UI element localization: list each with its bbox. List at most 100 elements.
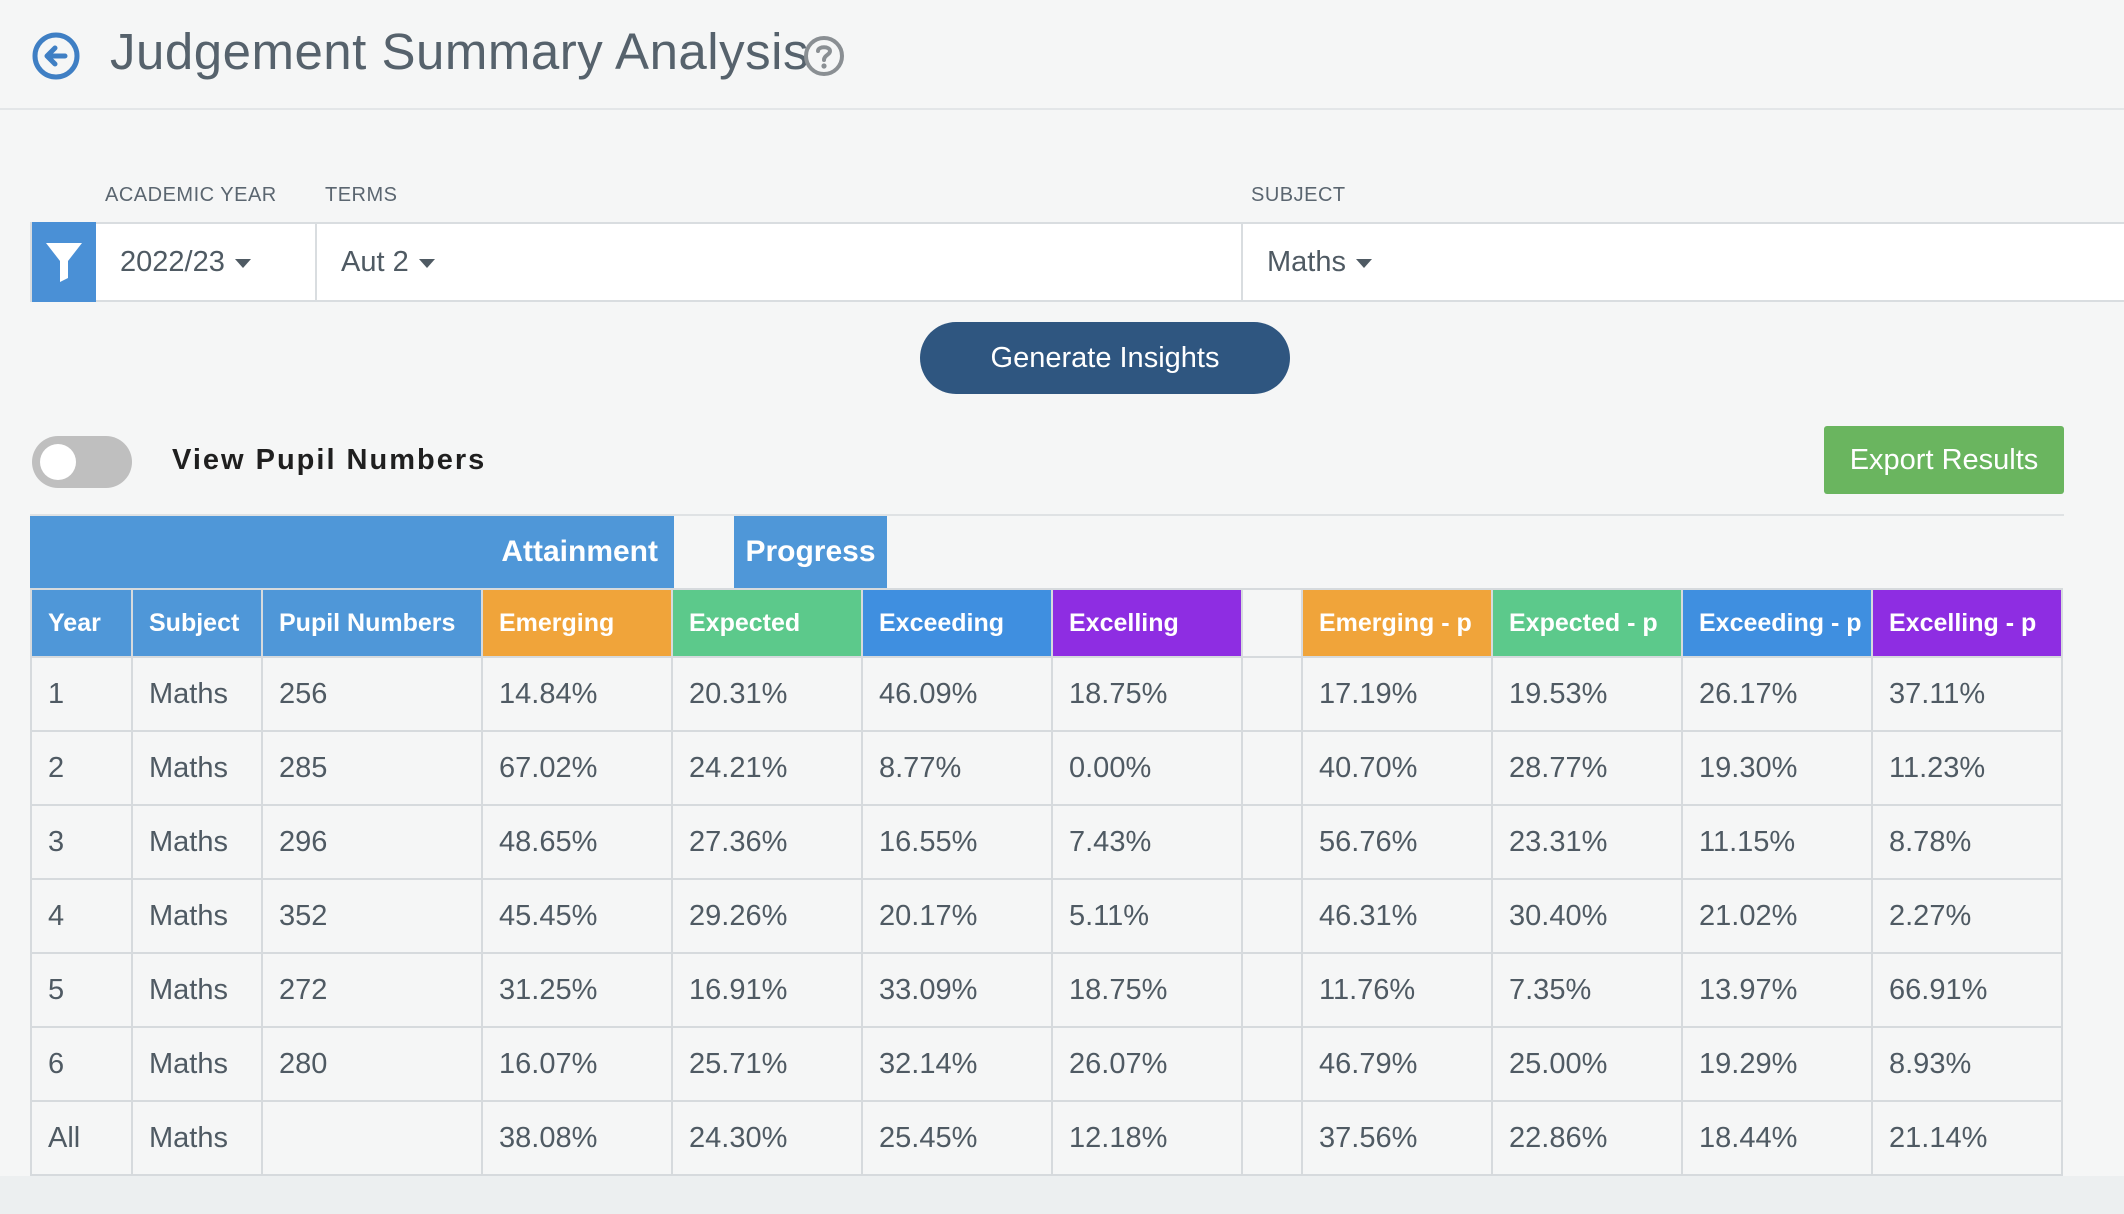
cell-emerging-p: 46.79% [1301, 1026, 1493, 1102]
cell-subject: Maths [131, 730, 263, 806]
cell-expected-p: 22.86% [1491, 1100, 1683, 1176]
cell-expected-p: 7.35% [1491, 952, 1683, 1028]
cell-emerging-p: 37.56% [1301, 1100, 1493, 1176]
cell-emerging: 45.45% [481, 878, 673, 954]
toggle-knob [40, 444, 76, 480]
cell-spacer [1241, 1026, 1303, 1102]
filter-divider [315, 224, 317, 300]
judgement-summary-table: Year Subject Pupil Numbers Emerging Expe… [30, 588, 2063, 1176]
cell-excelling-p: 2.27% [1871, 878, 2063, 954]
view-pupil-numbers-toggle[interactable] [32, 436, 132, 488]
cell-pupil-numbers [261, 1100, 483, 1176]
progress-group-header: Progress [734, 516, 887, 588]
cell-excelling-p: 11.23% [1871, 730, 2063, 806]
filter-icon [46, 243, 82, 282]
cell-excelling: 12.18% [1051, 1100, 1243, 1176]
cell-expected: 24.21% [671, 730, 863, 806]
academic-year-select[interactable]: 2022/23 [96, 224, 316, 300]
cell-exceeding: 32.14% [861, 1026, 1053, 1102]
cell-excelling: 7.43% [1051, 804, 1243, 880]
cell-emerging-p: 46.31% [1301, 878, 1493, 954]
cell-spacer [1241, 656, 1303, 732]
terms-select[interactable]: Aut 2 [317, 224, 1272, 300]
table-body: 1 Maths 256 14.84% 20.31% 46.09% 18.75% 17.19% 1… [30, 656, 2063, 1176]
col-emerging-p[interactable]: Emerging - p [1301, 588, 1493, 658]
divider [30, 514, 2064, 516]
footer-strip [0, 1176, 2124, 1214]
chevron-down-icon [234, 258, 251, 268]
cell-excelling: 26.07% [1051, 1026, 1243, 1102]
cell-exceeding-p: 26.17% [1681, 656, 1873, 732]
filter-divider [1241, 224, 1243, 300]
col-exceeding[interactable]: Exceeding [861, 588, 1053, 658]
cell-emerging-p: 40.70% [1301, 730, 1493, 806]
cell-subject: Maths [131, 1026, 263, 1102]
col-expected[interactable]: Expected [671, 588, 863, 658]
cell-exceeding: 25.45% [861, 1100, 1053, 1176]
cell-emerging: 14.84% [481, 656, 673, 732]
filter-bar: 2022/23 Aut 2 Maths [30, 222, 2124, 302]
cell-exceeding-p: 19.29% [1681, 1026, 1873, 1102]
cell-spacer [1241, 952, 1303, 1028]
cell-emerging-p: 17.19% [1301, 656, 1493, 732]
attainment-group-header: Attainment [30, 516, 674, 588]
col-excelling[interactable]: Excelling [1051, 588, 1243, 658]
col-subject[interactable]: Subject [131, 588, 263, 658]
page-header: Judgement Summary Analysis [0, 0, 2124, 110]
export-results-button[interactable]: Export Results [1824, 426, 2064, 494]
col-emerging[interactable]: Emerging [481, 588, 673, 658]
cell-pupil-numbers: 285 [261, 730, 483, 806]
cell-year: 3 [30, 804, 133, 880]
table-row: 2 Maths 285 67.02% 24.21% 8.77% 0.00% 40.70% 28.… [30, 730, 2063, 806]
col-exceeding-p[interactable]: Exceeding - p [1681, 588, 1873, 658]
terms-value: Aut 2 [341, 246, 409, 278]
cell-expected: 25.71% [671, 1026, 863, 1102]
cell-excelling: 18.75% [1051, 952, 1243, 1028]
table-row: 1 Maths 256 14.84% 20.31% 46.09% 18.75% 17.19% 1… [30, 656, 2063, 732]
help-icon[interactable] [802, 34, 846, 78]
subject-select[interactable]: Maths [1243, 224, 2123, 300]
cell-excelling: 18.75% [1051, 656, 1243, 732]
table-row: 5 Maths 272 31.25% 16.91% 33.09% 18.75% 11.76% 7… [30, 952, 2063, 1028]
cell-spacer [1241, 804, 1303, 880]
cell-excelling-p: 8.93% [1871, 1026, 2063, 1102]
table-row: All Maths 38.08% 24.30% 25.45% 12.18% 37.56% 22… [30, 1100, 2063, 1176]
cell-expected-p: 25.00% [1491, 1026, 1683, 1102]
col-year[interactable]: Year [30, 588, 133, 658]
cell-excelling: 0.00% [1051, 730, 1243, 806]
cell-emerging: 67.02% [481, 730, 673, 806]
cell-expected-p: 28.77% [1491, 730, 1683, 806]
cell-exceeding: 33.09% [861, 952, 1053, 1028]
col-pupil-numbers[interactable]: Pupil Numbers [261, 588, 483, 658]
col-expected-p[interactable]: Expected - p [1491, 588, 1683, 658]
cell-excelling-p: 37.11% [1871, 656, 2063, 732]
cell-pupil-numbers: 280 [261, 1026, 483, 1102]
table-row: 4 Maths 352 45.45% 29.26% 20.17% 5.11% 46.31% 30… [30, 878, 2063, 954]
cell-emerging: 38.08% [481, 1100, 673, 1176]
cell-year: All [30, 1100, 133, 1176]
table-row: 3 Maths 296 48.65% 27.36% 16.55% 7.43% 56.76% 23… [30, 804, 2063, 880]
cell-expected: 24.30% [671, 1100, 863, 1176]
generate-insights-button[interactable]: Generate Insights [920, 322, 1290, 394]
cell-expected-p: 19.53% [1491, 656, 1683, 732]
subject-label: SUBJECT [1251, 184, 1346, 206]
cell-emerging: 16.07% [481, 1026, 673, 1102]
cell-subject: Maths [131, 878, 263, 954]
cell-emerging: 31.25% [481, 952, 673, 1028]
col-excelling-p[interactable]: Excelling - p [1871, 588, 2063, 658]
cell-spacer [1241, 1100, 1303, 1176]
cell-expected-p: 23.31% [1491, 804, 1683, 880]
cell-expected: 20.31% [671, 656, 863, 732]
cell-spacer [1241, 730, 1303, 806]
table-header-row: Year Subject Pupil Numbers Emerging Expe… [30, 588, 2063, 658]
academic-year-label: ACADEMIC YEAR [105, 184, 277, 206]
filter-button[interactable] [32, 222, 96, 302]
cell-exceeding: 46.09% [861, 656, 1053, 732]
back-arrow-icon[interactable] [30, 30, 82, 82]
academic-year-value: 2022/23 [120, 246, 225, 278]
table-row: 6 Maths 280 16.07% 25.71% 32.14% 26.07% 46.79% 2… [30, 1026, 2063, 1102]
cell-emerging-p: 56.76% [1301, 804, 1493, 880]
cell-year: 6 [30, 1026, 133, 1102]
chevron-down-icon [418, 258, 435, 268]
chevron-down-icon [1355, 258, 1372, 268]
